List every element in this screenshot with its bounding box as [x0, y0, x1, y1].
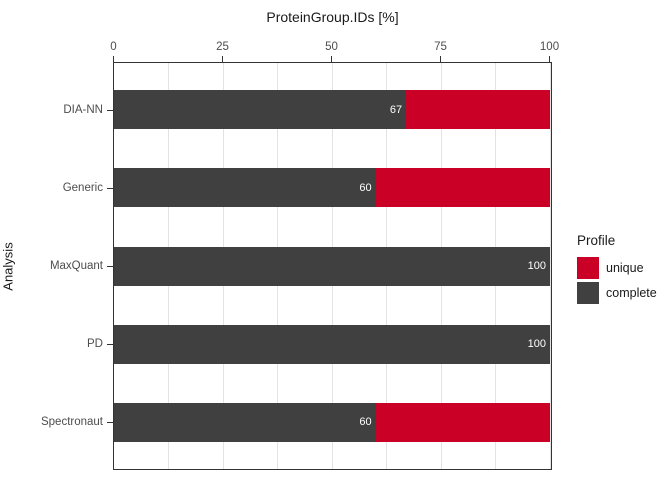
y-axis-title: Analysis — [0, 242, 16, 291]
bar-value-label: 100 — [527, 260, 546, 272]
y-axis-tick — [107, 266, 113, 267]
x-axis-tick-label: 0 — [110, 41, 117, 53]
x-axis-tick — [440, 56, 441, 62]
y-axis-tick — [107, 422, 113, 424]
y-axis-tick — [107, 344, 113, 346]
bar-row: 100 — [114, 246, 550, 286]
y-axis-category-label: MaxQuant — [49, 260, 103, 272]
gridline — [549, 63, 551, 469]
y-axis-category-label: DIA-NN — [63, 103, 103, 116]
y-axis-category-label: Spectronaut — [40, 416, 103, 429]
legend-items: unique complete — [577, 257, 657, 304]
legend-item-unique: unique — [577, 257, 657, 279]
x-axis-tick-label: 50 — [325, 41, 338, 53]
bar-row: 67 — [114, 90, 550, 130]
bar-value-label: 67 — [389, 103, 403, 116]
plot-panel: 67 60 100 100 60 — [113, 62, 552, 470]
bar-segment-complete: 60 — [114, 168, 376, 208]
chart-title: ProteinGroup.IDs [%] — [266, 9, 399, 25]
legend: Profile unique complete — [577, 233, 657, 307]
legend-title: Profile — [577, 233, 616, 248]
bar-segment-unique — [375, 402, 550, 442]
legend-item-label: complete — [606, 286, 657, 300]
bar-value-label: 60 — [359, 416, 372, 429]
bar-segment-unique — [406, 90, 550, 130]
legend-item-label: unique — [606, 261, 644, 275]
x-axis-tick — [549, 56, 550, 62]
legend-item-complete: complete — [577, 282, 657, 304]
bar-segment-complete: 67 — [114, 90, 407, 130]
bar-row: 60 — [114, 402, 550, 442]
bar-value-label: 60 — [359, 181, 372, 194]
y-axis-tick — [107, 187, 113, 189]
bar-segment-unique — [375, 168, 550, 208]
legend-swatch-complete — [577, 282, 599, 304]
x-axis-tick-label: 75 — [434, 41, 447, 53]
x-axis-tick — [113, 56, 114, 62]
x-axis-tick-label: 100 — [539, 41, 560, 53]
bar-segment-complete: 100 — [114, 324, 550, 364]
legend-swatch-unique — [577, 257, 599, 279]
x-axis-tick — [222, 56, 223, 62]
y-axis-tick — [107, 109, 113, 111]
y-axis-category-label: Generic — [62, 181, 103, 194]
x-axis-tick — [331, 56, 332, 62]
bar-row: 60 — [114, 168, 550, 208]
y-axis-category-label: PD — [87, 338, 103, 351]
bar-value-label: 100 — [527, 338, 546, 351]
x-axis-tick-label: 25 — [216, 41, 229, 53]
bar-row: 100 — [114, 324, 550, 364]
bar-segment-complete: 60 — [114, 402, 376, 442]
bar-segment-complete: 100 — [114, 246, 550, 286]
